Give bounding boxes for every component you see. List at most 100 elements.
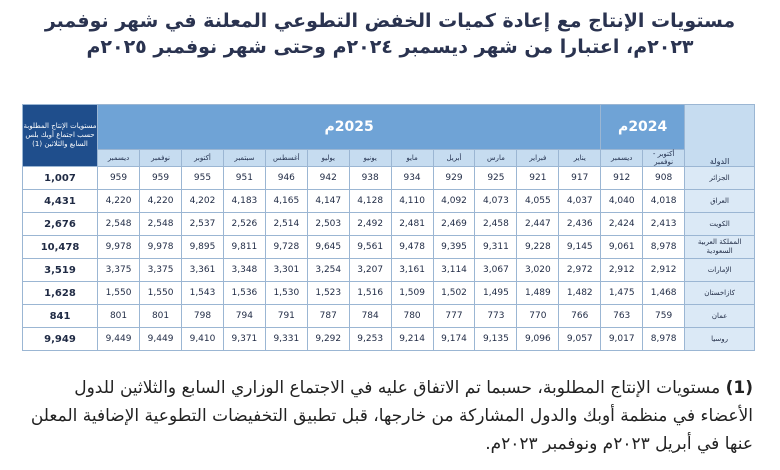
- production-value: 4,110: [390, 189, 434, 213]
- country-row: الجزائر 908 912 917 921 925 929 934 938 942 946 951…: [22, 166, 756, 190]
- country-name: كازاخستان: [684, 281, 756, 305]
- production-value: 9,561: [348, 235, 392, 259]
- production-table: الدولة 2024م 2025م مستويات الإنتاج المطلوبة…: [22, 104, 756, 351]
- production-value: 4,183: [222, 189, 266, 213]
- country-name: المملكة العربية السعودية: [684, 235, 756, 259]
- production-value: 9,135: [474, 327, 518, 351]
- production-value: 3,207: [348, 258, 392, 282]
- production-value: 9,096: [516, 327, 560, 351]
- month-header: أكتوبر - نوفمبر: [642, 149, 686, 167]
- production-value: 4,073: [474, 189, 518, 213]
- production-value: 951: [222, 166, 266, 190]
- production-value: 912: [600, 166, 644, 190]
- production-value: 794: [222, 304, 266, 328]
- production-value: 780: [390, 304, 434, 328]
- month-header: ديسمبر: [96, 149, 141, 167]
- required-value: 3,519: [22, 258, 98, 282]
- production-value: 1,482: [558, 281, 602, 305]
- production-value: 1,536: [222, 281, 266, 305]
- production-value: 3,375: [96, 258, 141, 282]
- country-name: عمان: [684, 304, 756, 328]
- production-value: 2,912: [642, 258, 686, 282]
- production-value: 1,516: [348, 281, 392, 305]
- month-header: يوليو: [306, 149, 350, 167]
- title-line: ٢٠٢٣م، اعتبارا من شهر ديسمبر ٢٠٢٤م وحتى …: [86, 36, 694, 58]
- production-value: 1,550: [96, 281, 141, 305]
- production-value: 9,449: [96, 327, 141, 351]
- production-value: 4,018: [642, 189, 686, 213]
- production-value: 9,395: [432, 235, 476, 259]
- footnote-text: مستويات الإنتاج المطلوبة، حسبما تم الاتف…: [30, 378, 753, 454]
- production-value: 1,550: [139, 281, 183, 305]
- country-row: المملكة العربية السعودية 8,978 9,061 9,145 9…: [22, 235, 756, 259]
- production-value: 4,202: [181, 189, 224, 213]
- country-row: كازاخستان 1,468 1,475 1,482 1,489 1,495 1,502 1…: [22, 281, 756, 305]
- production-value: 9,017: [600, 327, 644, 351]
- production-value: 784: [348, 304, 392, 328]
- production-value: 917: [558, 166, 602, 190]
- month-header: يونيو: [348, 149, 392, 167]
- country-name: الإمارات: [684, 258, 756, 282]
- production-value: 9,895: [181, 235, 224, 259]
- production-value: 938: [348, 166, 392, 190]
- production-value: 1,543: [181, 281, 224, 305]
- month-header: سبتمبر: [222, 149, 266, 167]
- production-value: 759: [642, 304, 686, 328]
- production-value: 2,481: [390, 212, 434, 236]
- production-value: 9,478: [390, 235, 434, 259]
- required-value: 2,676: [22, 212, 98, 236]
- header-row: الدولة 2024م 2025م مستويات الإنتاج المطلوبة…: [22, 104, 756, 167]
- month-header: فبراير: [516, 149, 560, 167]
- country-name: العراق: [684, 189, 756, 213]
- production-value: 2,548: [139, 212, 183, 236]
- title: مستويات الإنتاج مع إعادة كميات الخفض الت…: [40, 8, 740, 60]
- required-value: 4,431: [22, 189, 98, 213]
- production-value: 3,161: [390, 258, 434, 282]
- production-value: 9,145: [558, 235, 602, 259]
- production-value: 2,514: [264, 212, 308, 236]
- production-value: 2,469: [432, 212, 476, 236]
- production-value: 4,147: [306, 189, 350, 213]
- country-name: الكويت: [684, 212, 756, 236]
- production-value: 9,811: [222, 235, 266, 259]
- production-value: 766: [558, 304, 602, 328]
- required-value: 10,478: [22, 235, 98, 259]
- production-value: 3,348: [222, 258, 266, 282]
- month-header: أبريل: [432, 149, 476, 167]
- country-row: عمان 759 763 766 770 773 777 780 784 787 791 794 798…: [22, 304, 756, 328]
- production-value: 4,092: [432, 189, 476, 213]
- production-value: 9,311: [474, 235, 518, 259]
- production-value: 773: [474, 304, 518, 328]
- production-value: 2,503: [306, 212, 350, 236]
- country-header: الدولة: [684, 104, 756, 167]
- production-value: 777: [432, 304, 476, 328]
- production-value: 3,254: [306, 258, 350, 282]
- country-row: الإمارات 2,912 2,912 2,972 3,020 3,067 3,114 3,…: [22, 258, 756, 282]
- production-value: 9,292: [306, 327, 350, 351]
- production-value: 2,413: [642, 212, 686, 236]
- production-value: 787: [306, 304, 350, 328]
- production-value: 9,057: [558, 327, 602, 351]
- production-value: 2,548: [96, 212, 141, 236]
- production-value: 2,424: [600, 212, 644, 236]
- production-value: 4,220: [96, 189, 141, 213]
- production-value: 9,061: [600, 235, 644, 259]
- required-value: 9,949: [22, 327, 98, 351]
- production-value: 2,447: [516, 212, 560, 236]
- production-value: 801: [96, 304, 141, 328]
- production-value: 925: [474, 166, 518, 190]
- country-row: الكويت 2,413 2,424 2,436 2,447 2,458 2,469 2,48…: [22, 212, 756, 236]
- production-value: 959: [139, 166, 183, 190]
- month-header: مارس: [474, 149, 518, 167]
- production-value: 1,489: [516, 281, 560, 305]
- production-value: 2,912: [600, 258, 644, 282]
- required-value: 1,628: [22, 281, 98, 305]
- country-row: العراق 4,018 4,040 4,037 4,055 4,073 4,092 4,11…: [22, 189, 756, 213]
- production-value: 1,509: [390, 281, 434, 305]
- title-line: مستويات الإنتاج مع إعادة كميات الخفض الت…: [44, 10, 736, 32]
- production-value: 8,978: [642, 327, 686, 351]
- production-value: 1,475: [600, 281, 644, 305]
- production-value: 4,128: [348, 189, 392, 213]
- production-value: 9,978: [139, 235, 183, 259]
